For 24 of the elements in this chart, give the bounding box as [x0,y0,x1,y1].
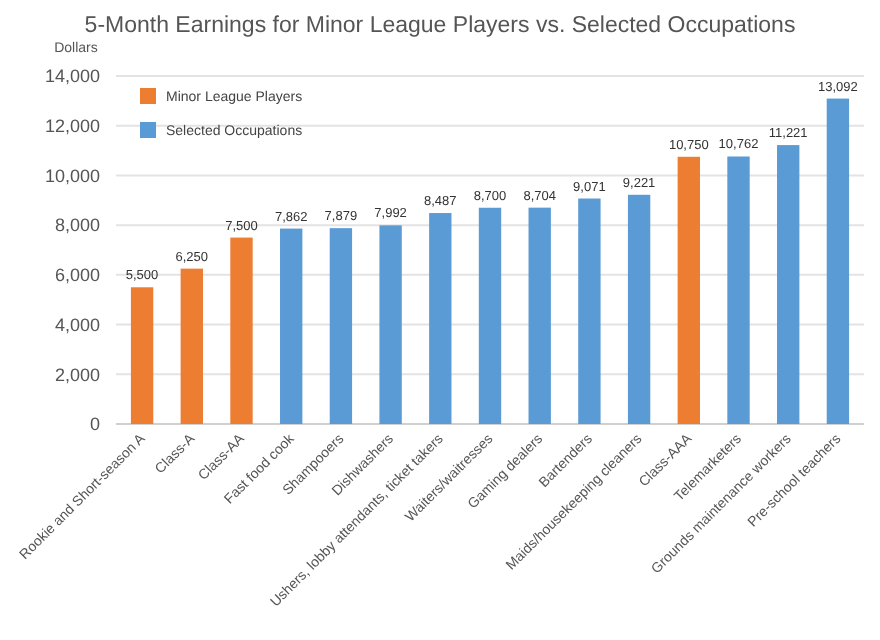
bar [280,228,303,424]
bar [180,268,203,424]
y-tick-label: 14,000 [44,66,100,87]
chart-title: 5-Month Earnings for Minor League Players vs. Selected Occupations [84,14,796,38]
bar [826,98,850,424]
bar [130,287,154,424]
y-tick-label: 12,000 [44,116,100,137]
y-tick-label: 10,000 [44,165,100,186]
bar [578,198,601,424]
bar [230,237,253,424]
y-tick-label: 4,000 [54,314,100,335]
y-tick-label: 6,000 [54,265,100,286]
y-tick-label: 2,000 [54,364,100,385]
bar [379,225,402,424]
bar [478,207,502,424]
bar [528,207,551,424]
bar [429,213,452,424]
bar [329,228,353,424]
bar [677,156,700,424]
bar [777,145,800,424]
y-tick-label: 8,000 [54,215,100,236]
bar [727,156,750,424]
bar [627,194,651,424]
y-tick-label: 0 [89,414,100,435]
